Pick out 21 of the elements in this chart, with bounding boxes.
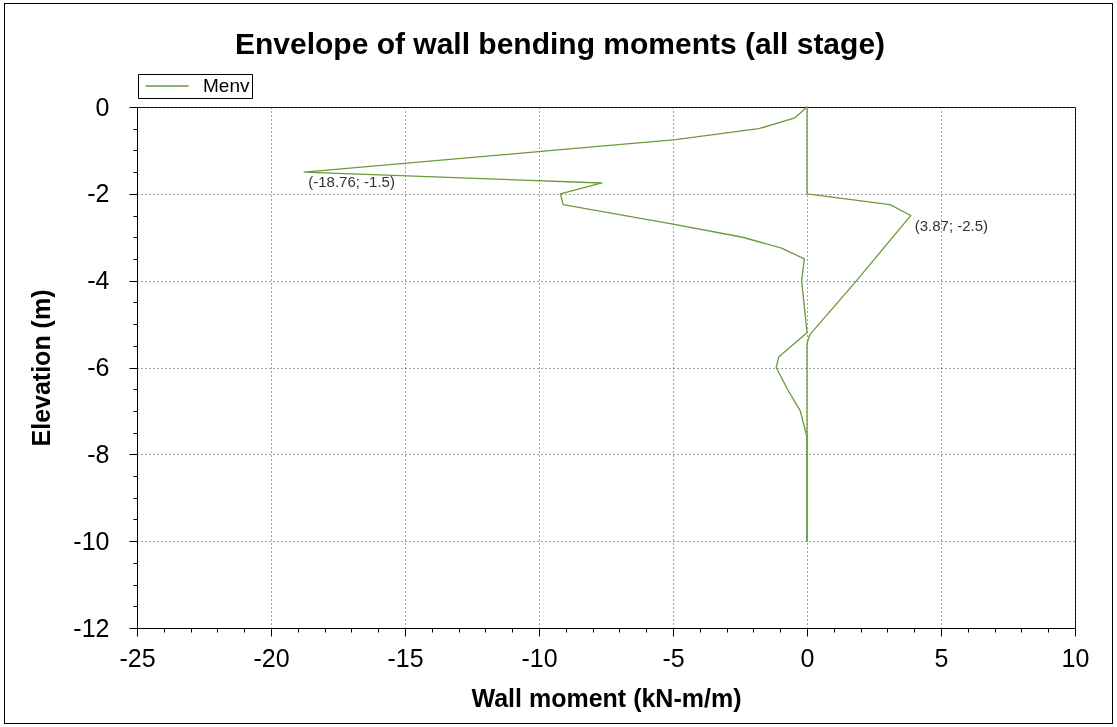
y-tick-label: -8	[87, 439, 110, 468]
y-tick-label: -4	[87, 266, 110, 295]
y-axis-title: Elevation (m)	[27, 289, 56, 447]
x-tick-label: -20	[253, 643, 290, 672]
x-tick-label: -5	[662, 643, 685, 672]
y-tick-label: -10	[73, 526, 110, 555]
annotation: (-18.76; -1.5)	[308, 173, 395, 191]
y-tick-label: -6	[87, 353, 110, 381]
y-tick-label: 0	[95, 92, 110, 121]
x-tick-label: 10	[1061, 643, 1090, 672]
x-tick-label: 5	[934, 643, 949, 672]
x-axis-title: Wall moment (kN-m/m)	[471, 683, 742, 712]
x-tick-label: -15	[387, 643, 424, 672]
y-tick-label: -2	[87, 179, 110, 208]
annotation: (3.87; -2.5)	[914, 216, 989, 234]
x-tick-label: 0	[800, 643, 815, 672]
y-tick-label: -12	[73, 613, 110, 642]
x-tick-label: -10	[521, 643, 558, 672]
x-tick-label: -25	[119, 643, 156, 672]
chart-title: Envelope of wall bending moments (all stage)	[234, 26, 886, 60]
legend-label: Menv	[203, 75, 250, 96]
